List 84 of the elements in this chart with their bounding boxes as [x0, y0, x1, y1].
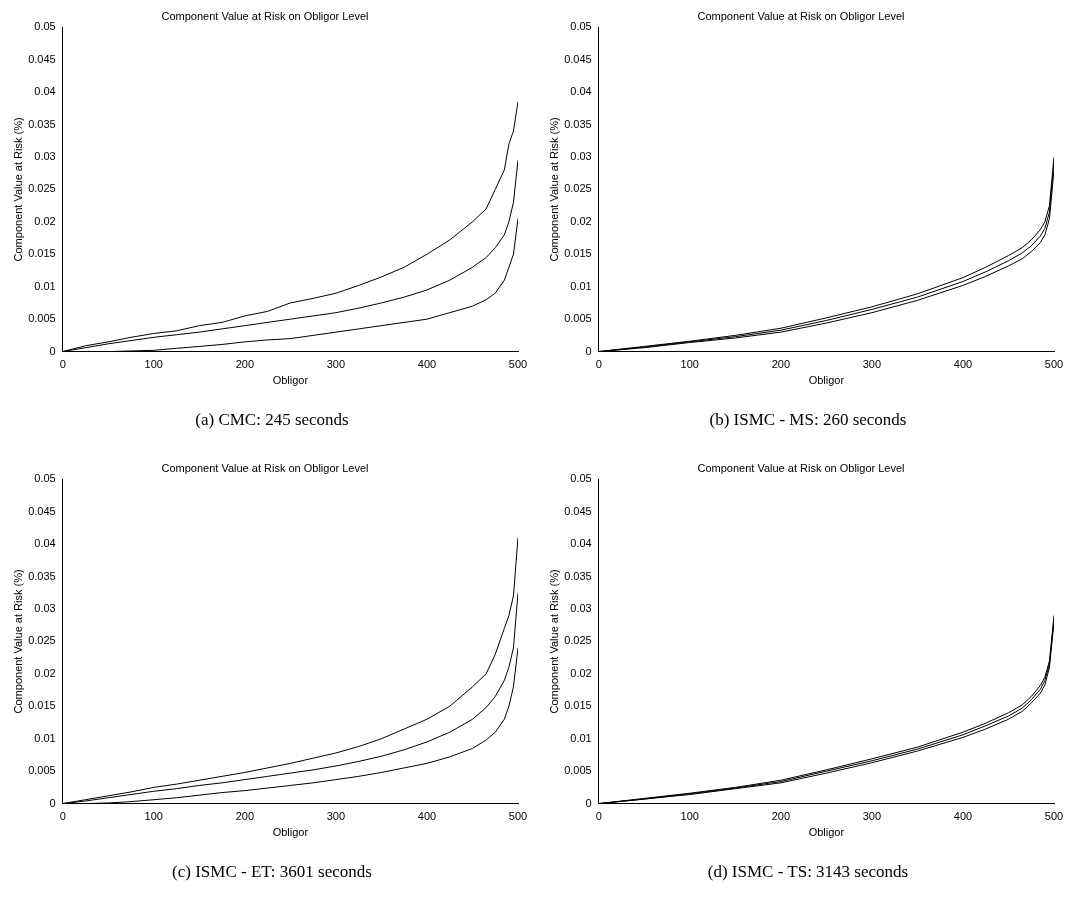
- text: (a) CMC: 245 seconds: [195, 410, 349, 430]
- y-tick-label: 0.04: [570, 85, 592, 98]
- y-tick-label: 0.035: [28, 117, 56, 130]
- text: (b) ISMC - MS: 260 seconds: [709, 410, 907, 430]
- y-tick-label: 0: [49, 344, 56, 357]
- x-tick-label: 400: [417, 810, 437, 823]
- y-tick-label: 0.02: [570, 666, 592, 679]
- x-tick-label: 300: [326, 810, 346, 823]
- y-tick-label: 0.045: [564, 504, 592, 517]
- y-axis-title: Component Value at Risk (%): [547, 569, 560, 714]
- x-tick-label: 0: [59, 810, 66, 823]
- y-tick-label: 0.025: [28, 634, 56, 647]
- y-tick-label: 0.03: [570, 149, 592, 162]
- y-tick-label: 0.045: [564, 52, 592, 65]
- y-tick-label: 0.015: [564, 247, 592, 260]
- x-tick-label: 400: [953, 358, 973, 371]
- y-tick-label: 0.01: [34, 731, 56, 744]
- x-tick-label: 200: [235, 810, 255, 823]
- y-tick-label: 0.045: [28, 52, 56, 65]
- chart-title: Component Value at Risk on Obligor Level: [161, 9, 369, 22]
- y-tick-label: 0.005: [564, 312, 592, 325]
- y-tick-label: 0.01: [570, 279, 592, 292]
- x-tick-label: 200: [771, 810, 791, 823]
- y-axis-title: Component Value at Risk (%): [547, 117, 560, 262]
- y-tick-label: 0.005: [28, 312, 56, 325]
- y-tick-label: 0.01: [570, 731, 592, 744]
- y-tick-label: 0.025: [564, 634, 592, 647]
- x-tick-label: 300: [862, 810, 882, 823]
- chart-title: Component Value at Risk on Obligor Level: [161, 461, 369, 474]
- text: (c) ISMC - ET: 3601 seconds: [172, 862, 372, 882]
- y-tick-label: 0.035: [564, 569, 592, 582]
- x-tick-label: 0: [595, 358, 602, 371]
- x-tick-label: 200: [235, 358, 255, 371]
- x-tick-label: 400: [953, 810, 973, 823]
- y-tick-label: 0.02: [34, 666, 56, 679]
- x-tick-label: 0: [59, 358, 66, 371]
- y-tick-label: 0: [49, 796, 56, 809]
- x-tick-label: 500: [1044, 810, 1064, 823]
- y-tick-label: 0.03: [570, 601, 592, 614]
- y-tick-label: 0: [585, 344, 592, 357]
- chart-title: Component Value at Risk on Obligor Level: [697, 461, 905, 474]
- y-tick-label: 0.03: [34, 601, 56, 614]
- y-tick-label: 0.03: [34, 149, 56, 162]
- chart-title: Component Value at Risk on Obligor Level: [697, 9, 905, 22]
- y-tick-label: 0.015: [28, 699, 56, 712]
- y-tick-label: 0.05: [34, 20, 56, 33]
- y-tick-label: 0.025: [564, 182, 592, 195]
- y-tick-label: 0.025: [28, 182, 56, 195]
- x-axis-title: Obligor: [808, 826, 845, 839]
- y-tick-label: 0.045: [28, 504, 56, 517]
- x-tick-label: 300: [862, 358, 882, 371]
- y-tick-label: 0.02: [34, 214, 56, 227]
- y-tick-label: 0.01: [34, 279, 56, 292]
- x-tick-label: 0: [595, 810, 602, 823]
- x-axis-title: Obligor: [272, 826, 309, 839]
- y-tick-label: 0: [585, 796, 592, 809]
- y-tick-label: 0.015: [28, 247, 56, 260]
- x-tick-label: 500: [508, 358, 528, 371]
- x-tick-label: 100: [680, 810, 699, 823]
- x-tick-label: 500: [508, 810, 528, 823]
- y-tick-label: 0.035: [28, 569, 56, 582]
- y-axis-title: Component Value at Risk (%): [11, 117, 24, 262]
- y-tick-label: 0.05: [570, 20, 592, 33]
- y-tick-label: 0.015: [564, 699, 592, 712]
- x-axis-title: Obligor: [808, 374, 845, 387]
- y-tick-label: 0.04: [34, 537, 56, 550]
- x-tick-label: 100: [144, 810, 163, 823]
- y-tick-label: 0.04: [570, 537, 592, 550]
- y-tick-label: 0.005: [28, 764, 56, 777]
- x-tick-label: 500: [1044, 358, 1064, 371]
- y-tick-label: 0.05: [570, 472, 592, 485]
- x-tick-label: 400: [417, 358, 437, 371]
- x-axis-title: Obligor: [272, 374, 309, 387]
- y-tick-label: 0.05: [34, 472, 56, 485]
- x-tick-label: 200: [771, 358, 791, 371]
- y-axis-title: Component Value at Risk (%): [11, 569, 24, 714]
- x-tick-label: 100: [144, 358, 163, 371]
- x-tick-label: 100: [680, 358, 699, 371]
- y-tick-label: 0.035: [564, 117, 592, 130]
- text: (d) ISMC - TS: 3143 seconds: [707, 862, 909, 882]
- y-tick-label: 0.02: [570, 214, 592, 227]
- y-tick-label: 0.005: [564, 764, 592, 777]
- x-tick-label: 300: [326, 358, 346, 371]
- y-tick-label: 0.04: [34, 85, 56, 98]
